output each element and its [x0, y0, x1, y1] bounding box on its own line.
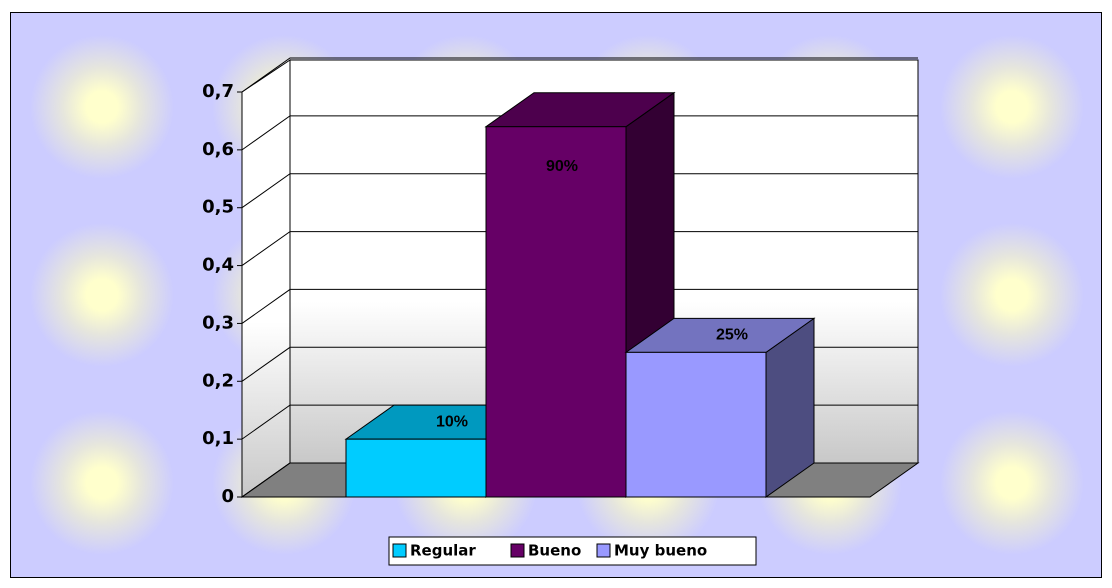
bar	[345, 438, 487, 498]
grid-line	[241, 57, 918, 93]
legend-label: Regular	[410, 542, 476, 560]
legend	[388, 536, 757, 566]
grid-line	[241, 231, 918, 266]
y-tick-label: 0,3	[202, 312, 234, 333]
legend-label: Muy bueno	[614, 542, 707, 560]
grid-line	[241, 115, 918, 151]
bar	[485, 126, 627, 498]
y-tick-label: 0,1	[202, 428, 234, 449]
y-tick-label: 0,5	[202, 197, 234, 218]
data-label: 10%	[436, 413, 468, 430]
y-tick-label: 0,2	[202, 370, 234, 391]
legend-swatch	[392, 543, 407, 558]
y-tick-label: 0,7	[202, 81, 234, 102]
legend-swatch	[596, 543, 611, 558]
data-label: 25%	[716, 327, 748, 344]
bar	[625, 351, 767, 498]
grid-line	[241, 173, 918, 209]
legend-label: Bueno	[528, 542, 581, 560]
legend-swatch	[510, 543, 525, 558]
data-label: 90%	[546, 158, 578, 175]
y-tick-label: 0	[221, 486, 234, 507]
grid-line	[241, 288, 918, 324]
y-tick-label: 0,4	[202, 255, 234, 276]
y-tick-label: 0,6	[202, 139, 234, 160]
side-wall	[241, 59, 291, 498]
